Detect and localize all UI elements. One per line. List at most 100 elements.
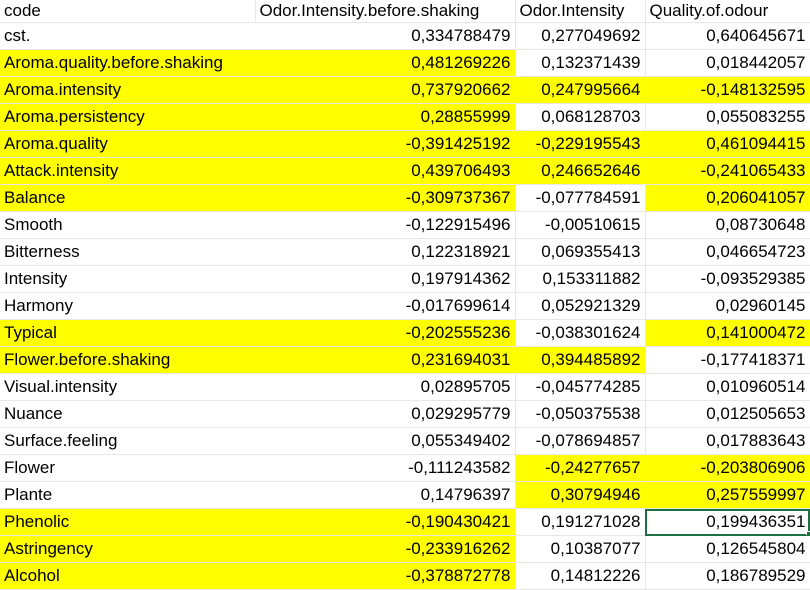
table-row: Aroma.persistency 0,28855999 0,068128703 0,… bbox=[0, 103, 810, 131]
value-cell[interactable]: 0,30794946 bbox=[515, 481, 646, 509]
row-label-cell[interactable]: Astringency bbox=[0, 535, 255, 563]
row-label-cell[interactable]: Bitterness bbox=[0, 238, 255, 266]
value-cell[interactable]: 0,10387077 bbox=[515, 535, 646, 563]
value-cell[interactable]: -0,233916262 bbox=[255, 535, 516, 563]
value-cell[interactable]: -0,045774285 bbox=[515, 373, 646, 401]
value-cell[interactable]: 0,277049692 bbox=[515, 22, 646, 50]
row-label-cell[interactable]: Aroma.quality.before.shaking bbox=[0, 49, 255, 77]
value-cell[interactable]: 0,018442057 bbox=[645, 49, 810, 77]
row-label-cell[interactable]: Aroma.persistency bbox=[0, 103, 255, 131]
header-cell-quality-of-odour[interactable]: Quality.of.odour bbox=[645, 0, 810, 23]
value-cell[interactable]: 0,394485892 bbox=[515, 346, 646, 374]
value-cell[interactable]: 0,069355413 bbox=[515, 238, 646, 266]
value-cell[interactable]: 0,122318921 bbox=[255, 238, 516, 266]
value-cell[interactable]: -0,177418371 bbox=[645, 346, 810, 374]
header-cell-odor-intensity-before-shaking[interactable]: Odor.Intensity.before.shaking bbox=[255, 0, 516, 23]
table-row: Intensity 0,197914362 0,153311882 -0,093529… bbox=[0, 265, 810, 293]
value-cell[interactable]: 0,02895705 bbox=[255, 373, 516, 401]
table-row: Astringency -0,233916262 0,10387077 0,12654… bbox=[0, 535, 810, 563]
row-label-cell[interactable]: Balance bbox=[0, 184, 255, 212]
table-row: Harmony -0,017699614 0,052921329 0,02960145 bbox=[0, 292, 810, 320]
table-row: Flower -0,111243582 -0,24277657 -0,20380690… bbox=[0, 454, 810, 482]
table-row: Flower.before.shaking 0,231694031 0,394485… bbox=[0, 346, 810, 374]
row-label-cell[interactable]: Flower.before.shaking bbox=[0, 346, 255, 374]
row-label-cell[interactable]: Nuance bbox=[0, 400, 255, 428]
value-cell[interactable]: 0,257559997 bbox=[645, 481, 810, 509]
value-cell[interactable]: 0,046654723 bbox=[645, 238, 810, 266]
value-cell[interactable]: -0,00510615 bbox=[515, 211, 646, 239]
value-cell[interactable]: -0,017699614 bbox=[255, 292, 516, 320]
value-cell[interactable]: 0,197914362 bbox=[255, 265, 516, 293]
value-cell[interactable]: 0,141000472 bbox=[645, 319, 810, 347]
table-row: Plante 0,14796397 0,30794946 0,257559997 bbox=[0, 481, 810, 509]
value-cell[interactable]: 0,199436351 bbox=[645, 508, 810, 536]
value-cell[interactable]: 0,052921329 bbox=[515, 292, 646, 320]
value-cell[interactable]: 0,068128703 bbox=[515, 103, 646, 131]
value-cell[interactable]: 0,481269226 bbox=[255, 49, 516, 77]
value-cell[interactable]: 0,153311882 bbox=[515, 265, 646, 293]
value-cell[interactable]: 0,132371439 bbox=[515, 49, 646, 77]
value-cell[interactable]: -0,148132595 bbox=[645, 76, 810, 104]
row-label-cell[interactable]: Smooth bbox=[0, 211, 255, 239]
value-cell[interactable]: 0,02960145 bbox=[645, 292, 810, 320]
row-label-cell[interactable]: cst. bbox=[0, 22, 255, 50]
value-cell[interactable]: 0,055083255 bbox=[645, 103, 810, 131]
value-cell[interactable]: 0,08730648 bbox=[645, 211, 810, 239]
row-label-cell[interactable]: Phenolic bbox=[0, 508, 255, 536]
value-cell[interactable]: -0,24277657 bbox=[515, 454, 646, 482]
row-label-cell[interactable]: Harmony bbox=[0, 292, 255, 320]
value-cell[interactable]: -0,093529385 bbox=[645, 265, 810, 293]
value-cell[interactable]: 0,055349402 bbox=[255, 427, 516, 455]
table-row: Attack.intensity 0,439706493 0,246652646 -0… bbox=[0, 157, 810, 185]
value-cell[interactable]: -0,203806906 bbox=[645, 454, 810, 482]
value-cell[interactable]: 0,017883643 bbox=[645, 427, 810, 455]
row-label-cell[interactable]: Aroma.intensity bbox=[0, 76, 255, 104]
row-label-cell[interactable]: Typical bbox=[0, 319, 255, 347]
value-cell[interactable]: 0,737920662 bbox=[255, 76, 516, 104]
value-cell[interactable]: 0,012505653 bbox=[645, 400, 810, 428]
value-cell[interactable]: -0,241065433 bbox=[645, 157, 810, 185]
value-cell[interactable]: 0,334788479 bbox=[255, 22, 516, 50]
value-cell[interactable]: 0,14796397 bbox=[255, 481, 516, 509]
value-cell[interactable]: 0,439706493 bbox=[255, 157, 516, 185]
row-label-cell[interactable]: Aroma.quality bbox=[0, 130, 255, 158]
value-cell[interactable]: -0,391425192 bbox=[255, 130, 516, 158]
value-cell[interactable]: -0,077784591 bbox=[515, 184, 646, 212]
value-cell[interactable]: -0,202555236 bbox=[255, 319, 516, 347]
row-label-cell[interactable]: Attack.intensity bbox=[0, 157, 255, 185]
value-cell[interactable]: -0,111243582 bbox=[255, 454, 516, 482]
value-cell[interactable]: 0,126545804 bbox=[645, 535, 810, 563]
row-label-cell[interactable]: Visual.intensity bbox=[0, 373, 255, 401]
row-label-cell[interactable]: Flower bbox=[0, 454, 255, 482]
value-cell[interactable]: 0,191271028 bbox=[515, 508, 646, 536]
value-cell[interactable]: -0,122915496 bbox=[255, 211, 516, 239]
row-label-cell[interactable]: Plante bbox=[0, 481, 255, 509]
value-cell[interactable]: 0,010960514 bbox=[645, 373, 810, 401]
table-row: Smooth -0,122915496 -0,00510615 0,08730648 bbox=[0, 211, 810, 239]
value-cell[interactable]: -0,309737367 bbox=[255, 184, 516, 212]
value-cell[interactable]: -0,190430421 bbox=[255, 508, 516, 536]
value-cell[interactable]: 0,247995664 bbox=[515, 76, 646, 104]
value-cell[interactable]: -0,050375538 bbox=[515, 400, 646, 428]
value-cell[interactable]: 0,28855999 bbox=[255, 103, 516, 131]
value-cell[interactable]: -0,038301624 bbox=[515, 319, 646, 347]
table-row: Aroma.quality.before.shaking 0,481269226 0… bbox=[0, 49, 810, 77]
header-cell-odor-intensity[interactable]: Odor.Intensity bbox=[515, 0, 646, 23]
value-cell[interactable]: 0,231694031 bbox=[255, 346, 516, 374]
table-row: Bitterness 0,122318921 0,069355413 0,046654… bbox=[0, 238, 810, 266]
value-cell[interactable]: 0,461094415 bbox=[645, 130, 810, 158]
row-label-cell[interactable]: Intensity bbox=[0, 265, 255, 293]
value-cell[interactable]: 0,640645671 bbox=[645, 22, 810, 50]
value-cell[interactable]: 0,246652646 bbox=[515, 157, 646, 185]
table-row: Surface.feeling 0,055349402 -0,078694857 0,… bbox=[0, 427, 810, 455]
value-cell[interactable]: -0,229195543 bbox=[515, 130, 646, 158]
row-label-cell[interactable]: Surface.feeling bbox=[0, 427, 255, 455]
value-cell[interactable]: 0,029295779 bbox=[255, 400, 516, 428]
value-cell[interactable]: -0,078694857 bbox=[515, 427, 646, 455]
header-cell-code[interactable]: code bbox=[0, 0, 256, 23]
header-row: code Odor.Intensity.before.shaking Odor.… bbox=[0, 0, 810, 23]
grid-body: cst. 0,334788479 0,277049692 0,640645671 Aro… bbox=[0, 22, 810, 590]
value-cell[interactable]: 0,206041057 bbox=[645, 184, 810, 212]
table-row: Typical -0,202555236 -0,038301624 0,1410004… bbox=[0, 319, 810, 347]
